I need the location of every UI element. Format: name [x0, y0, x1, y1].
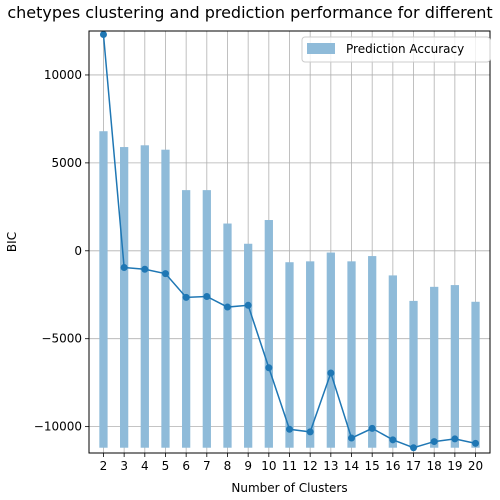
y-tick-label: 10000 — [44, 68, 82, 82]
x-tick-label: 18 — [427, 459, 442, 473]
bar — [471, 301, 480, 448]
x-tick-label: 17 — [406, 459, 421, 473]
line-point — [141, 265, 149, 273]
x-tick-label: 6 — [182, 459, 190, 473]
line-point — [472, 439, 480, 447]
line-point — [286, 425, 293, 433]
line-point — [368, 424, 376, 432]
x-tick-label: 8 — [224, 459, 232, 473]
line-point — [327, 369, 335, 377]
legend-box — [301, 36, 491, 63]
x-axis: 2 3 4 5 6 7 8 9 10 11 12 13 14 15 16 17 18 19 20 — [100, 453, 483, 473]
x-tick-label: 2 — [100, 459, 108, 473]
line-point — [182, 293, 190, 301]
y-tick-label: 0 — [74, 244, 82, 258]
line-point — [265, 364, 273, 372]
line-point — [451, 435, 459, 443]
bar — [326, 252, 335, 448]
bar — [99, 131, 108, 448]
line-point — [99, 31, 107, 39]
legend-swatch — [307, 43, 335, 54]
x-tick-label: 16 — [385, 459, 400, 473]
line-point — [223, 303, 231, 311]
legend: Prediction Accuracy — [301, 36, 491, 63]
bar — [409, 300, 418, 448]
x-tick-label: 3 — [120, 459, 128, 473]
bar-series — [99, 131, 480, 448]
y-tick-label: −10000 — [34, 420, 82, 434]
x-axis-label: Number of Clusters — [231, 481, 347, 495]
bar — [264, 220, 273, 448]
line-point — [203, 293, 211, 301]
x-tick-label: 13 — [323, 459, 338, 473]
x-tick-label: 10 — [261, 459, 276, 473]
y-tick-label: −5000 — [41, 332, 82, 346]
bar — [285, 262, 294, 448]
bar — [450, 285, 459, 448]
bar — [388, 275, 397, 448]
bar — [244, 243, 253, 448]
bar — [430, 286, 439, 448]
bar — [202, 190, 211, 448]
line-point — [120, 263, 128, 271]
legend-label: Prediction Accuracy — [346, 42, 464, 56]
bar — [223, 223, 232, 448]
x-tick-label: 14 — [344, 459, 359, 473]
bar — [347, 261, 356, 448]
x-tick-label: 19 — [447, 459, 462, 473]
line-point — [348, 434, 356, 442]
x-tick-label: 4 — [141, 459, 149, 473]
line-point — [161, 270, 169, 278]
bar — [182, 190, 191, 448]
line-point — [306, 428, 314, 436]
x-tick-label: 7 — [203, 459, 211, 473]
line-point — [244, 301, 252, 309]
y-tick-label: 5000 — [51, 156, 82, 170]
x-tick-label: 11 — [282, 459, 297, 473]
bar — [368, 256, 377, 448]
bar — [140, 145, 149, 448]
y-axis: −10000 −5000 0 5000 10000 — [34, 68, 89, 434]
x-tick-label: 12 — [303, 459, 318, 473]
line-point — [410, 444, 418, 452]
bar — [161, 149, 170, 448]
line-series — [99, 31, 480, 452]
line-point — [389, 436, 397, 444]
bar — [306, 261, 315, 448]
chart-title: chetypes clustering and prediction perfo… — [7, 3, 492, 22]
x-tick-label: 9 — [244, 459, 252, 473]
line-point — [430, 438, 438, 446]
x-tick-label: 15 — [365, 459, 380, 473]
x-tick-label: 20 — [468, 459, 483, 473]
bar — [120, 147, 129, 448]
x-tick-label: 5 — [162, 459, 170, 473]
y-axis-label: BIC — [5, 232, 19, 252]
